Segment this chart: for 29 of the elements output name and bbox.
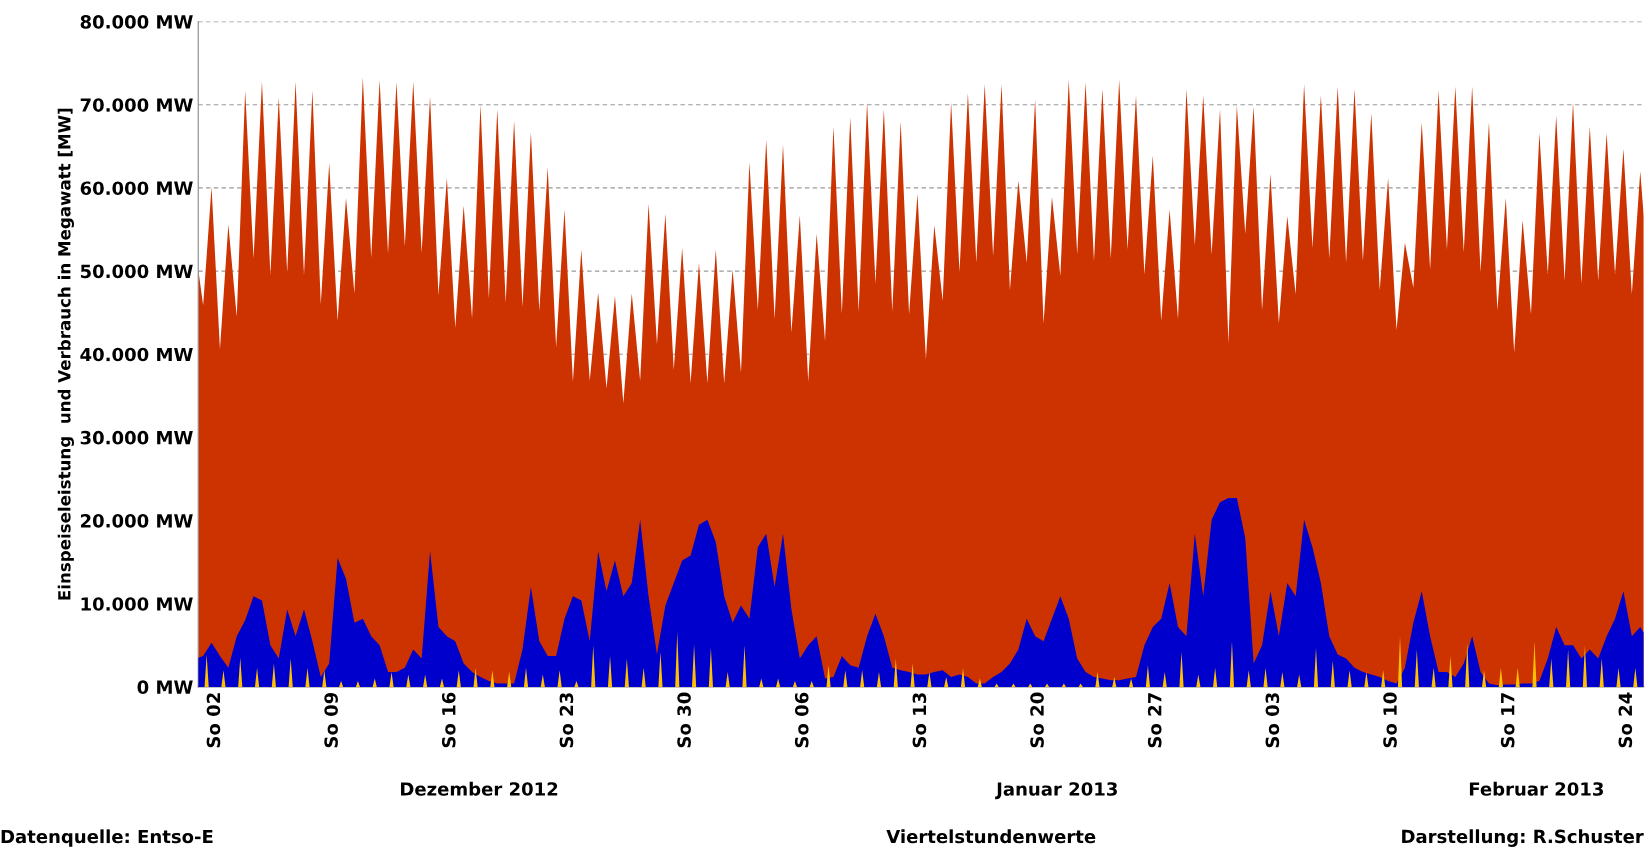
y-tick-label: 10.000 MW xyxy=(81,597,193,611)
y-tick-label: 0 MW xyxy=(137,680,193,694)
x-tick-label: So 20 xyxy=(1030,692,1044,748)
x-tick-label: So 24 xyxy=(1618,692,1633,748)
y-tick-label: 30.000 MW xyxy=(80,430,193,445)
x-tick-label: So 13 xyxy=(912,693,927,748)
x-tick-label: So 16 xyxy=(441,692,456,748)
text: Januar 2013 xyxy=(995,782,1117,800)
y-tick-label: 70.000 MW xyxy=(80,98,193,112)
y-axis-title: Einspeiseleistung und Verbrauch in Megawatt [MW] xyxy=(57,108,74,600)
text: Februar 2013 xyxy=(1469,781,1604,796)
text: Dezember 2012 xyxy=(401,781,558,796)
y-tick-label: 20.000 MW xyxy=(80,514,193,528)
x-tick-label: So 10 xyxy=(1383,692,1397,748)
x-tick-label: So 02 xyxy=(206,693,221,748)
x-tick-label: So 06 xyxy=(794,692,809,748)
y-tick-label: 40.000 MW xyxy=(80,347,193,362)
x-tick-label: So 03 xyxy=(1265,693,1280,748)
x-tick-label: So 27 xyxy=(1147,693,1162,748)
y-tick-label: 80.000 MW xyxy=(80,15,193,29)
text: Datenquelle: Entso-E xyxy=(1,829,213,847)
y-tick-label: 60.000 MW xyxy=(80,181,193,196)
text: Viertelstundenwerte xyxy=(886,829,1096,844)
x-tick-label: So 09 xyxy=(324,692,338,748)
x-tick-label: So 17 xyxy=(1500,693,1515,748)
y-tick-label: 50.000 MW xyxy=(80,264,193,279)
text: Darstellung: R.Schuster xyxy=(1402,829,1644,847)
x-tick-label: So 30 xyxy=(677,692,691,748)
x-tick-label: So 23 xyxy=(559,693,574,748)
